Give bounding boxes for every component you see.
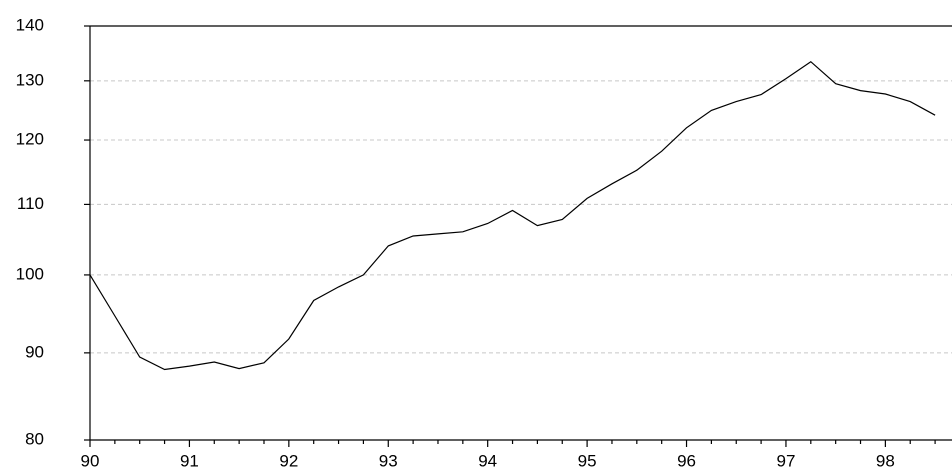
x-tick-label: 94 <box>478 451 497 470</box>
x-tick-label: 92 <box>279 451 298 470</box>
x-tick-label: 90 <box>81 451 100 470</box>
y-tick-label: 90 <box>25 342 44 361</box>
x-tick-label: 95 <box>578 451 597 470</box>
y-tick-label: 140 <box>16 15 44 34</box>
x-tick-label: 97 <box>776 451 795 470</box>
y-tick-label: 100 <box>16 264 44 283</box>
x-tick-label: 91 <box>180 451 199 470</box>
x-tick-label: 96 <box>677 451 696 470</box>
y-tick-label: 130 <box>16 70 44 89</box>
y-tick-label: 80 <box>25 429 44 448</box>
line-series <box>89 60 936 371</box>
x-tick-label: 93 <box>379 451 398 470</box>
y-tick-label: 110 <box>17 194 44 213</box>
x-tick-label: 98 <box>876 451 895 470</box>
y-tick-label: 120 <box>16 130 44 149</box>
